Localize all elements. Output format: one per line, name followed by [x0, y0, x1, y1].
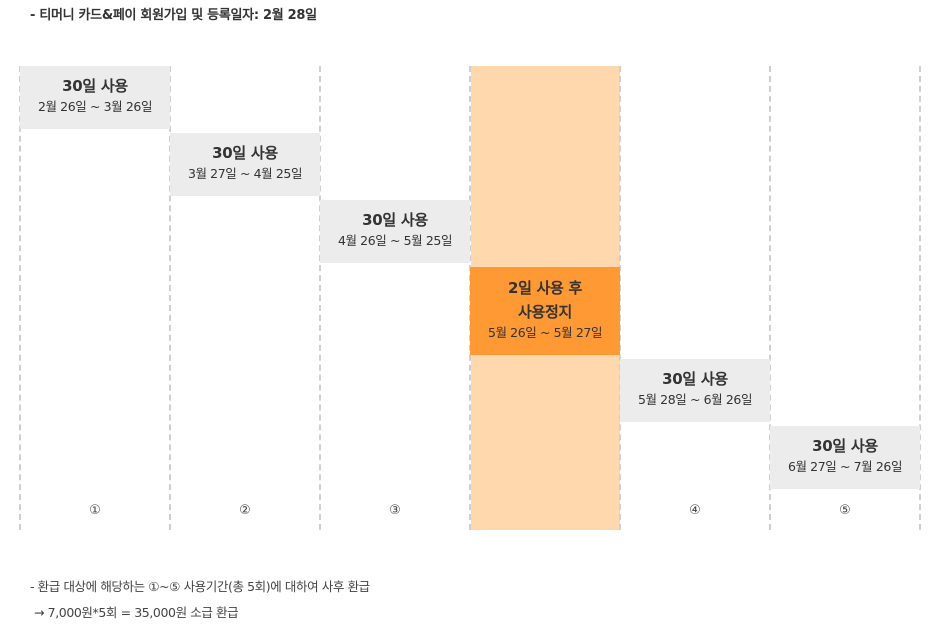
column-divider [319, 66, 321, 530]
period-dates: 5월 26일 ~ 5월 27일 [487, 325, 603, 340]
period-marker-2: ② [239, 503, 251, 518]
refund-notes: - 환급 대상에 해당하는 ①~⑤ 사용기간(총 5회)에 대하여 사후 환급 … [30, 574, 370, 626]
column-divider [769, 66, 771, 530]
period-title: 30일 사용 [62, 77, 128, 95]
period-block-2: 30일 사용 3월 27일 ~ 4월 25일 [170, 133, 320, 196]
period-block-3: 30일 사용 4월 26일 ~ 5월 25일 [320, 200, 470, 263]
suspension-title-line1: 2일 사용 후 [508, 279, 582, 297]
refund-note-line2: → 7,000원*5회 = 35,000원 소급 환급 [34, 605, 239, 620]
suspension-block: 2일 사용 후 사용정지 5월 26일 ~ 5월 27일 [470, 267, 620, 355]
suspension-title-line2: 사용정지 [517, 303, 572, 321]
period-marker-5: ⑤ [839, 503, 851, 518]
period-dates: 2월 26일 ~ 3월 26일 [37, 99, 153, 114]
period-dates: 3월 27일 ~ 4월 25일 [187, 166, 303, 181]
column-divider [919, 66, 921, 530]
column-divider [169, 66, 171, 530]
period-title: 30일 사용 [362, 211, 428, 229]
column-divider [19, 66, 21, 530]
period-dates: 6월 27일 ~ 7월 26일 [787, 459, 903, 474]
period-marker-1: ① [89, 503, 101, 518]
period-dates: 5월 28일 ~ 6월 26일 [637, 392, 753, 407]
column-divider [619, 66, 621, 530]
period-title: 30일 사용 [212, 144, 278, 162]
period-title: 30일 사용 [812, 437, 878, 455]
refund-note-line1: - 환급 대상에 해당하는 ①~⑤ 사용기간(총 5회)에 대하여 사후 환급 [30, 579, 370, 594]
period-marker-3: ③ [389, 503, 401, 518]
period-block-5: 30일 사용 6월 27일 ~ 7월 26일 [770, 426, 920, 489]
period-block-4: 30일 사용 5월 28일 ~ 6월 26일 [620, 359, 770, 422]
period-block-1: 30일 사용 2월 26일 ~ 3월 26일 [20, 66, 170, 129]
registration-date-header: - 티머니 카드&페이 회원가입 및 등록일자: 2월 28일 [30, 8, 317, 23]
period-marker-4: ④ [689, 503, 701, 518]
period-dates: 4월 26일 ~ 5월 25일 [337, 233, 453, 248]
refund-timeline-diagram: 30일 사용 2월 26일 ~ 3월 26일 30일 사용 3월 27일 ~ 4… [19, 66, 921, 530]
period-title: 30일 사용 [662, 370, 728, 388]
